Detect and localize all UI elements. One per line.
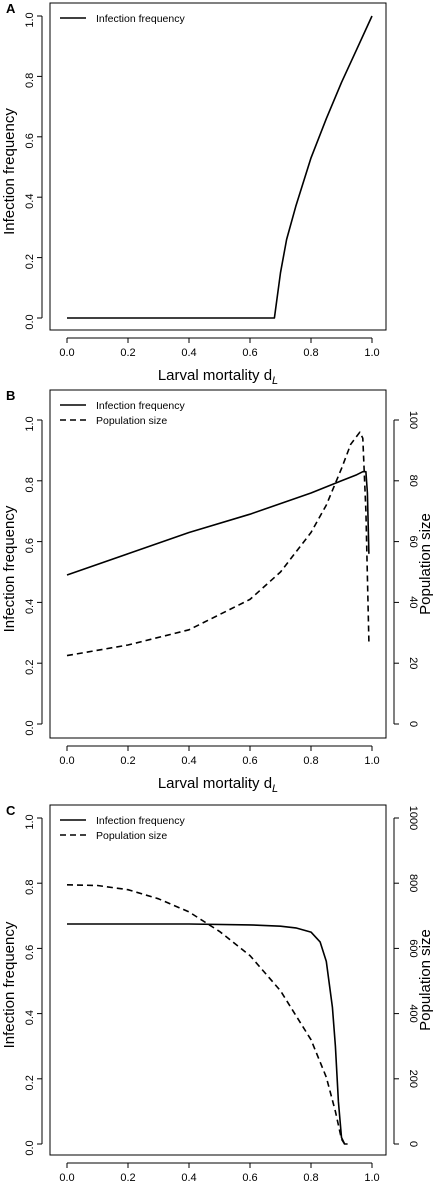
chart-panel-b: B 0.0 0.2 0.4 0.6 0.8 1.0 Larval mortality dL 0.… xyxy=(1,388,434,795)
y-axis-label: Infection frequency xyxy=(1,921,18,1048)
legend-label: Infection frequency xyxy=(96,13,185,25)
y2-tick-label: 20 xyxy=(407,657,419,669)
x-tick-label: 0.8 xyxy=(303,1172,318,1184)
y-axis-label: Infection frequency xyxy=(1,108,18,235)
legend: Infection frequency Population size xyxy=(60,400,185,427)
x-tick-label: 0.4 xyxy=(181,347,196,359)
legend-label: Infection frequency xyxy=(96,400,185,412)
y2-axis-label: Population size xyxy=(417,929,434,1031)
y-axis-left: 0.0 0.2 0.4 0.6 0.8 1.0 xyxy=(24,12,43,330)
x-tick-label: 0.2 xyxy=(120,755,135,767)
y-tick-label: 1.0 xyxy=(24,416,36,431)
panel-label: C xyxy=(6,803,16,818)
y2-tick-label: 600 xyxy=(407,939,419,957)
y2-tick-label: 400 xyxy=(407,1004,419,1022)
x-axis-label: Larval mortality dL xyxy=(158,775,278,795)
x-tick-label: 0.8 xyxy=(303,755,318,767)
x-tick-label: 0.4 xyxy=(181,755,196,767)
series-line-infection-frequency xyxy=(67,923,348,1145)
series-line-infection-frequency xyxy=(66,470,370,576)
x-axis: 0.0 0.2 0.4 0.6 0.8 1.0 xyxy=(59,337,380,359)
legend-label: Infection frequency xyxy=(96,815,185,827)
panel-label: B xyxy=(6,388,15,403)
x-axis: 0.0 0.2 0.4 0.6 0.8 1.0 xyxy=(59,745,380,767)
y-tick-label: 0.2 xyxy=(24,254,36,269)
x-tick-label: 1.0 xyxy=(364,755,379,767)
legend-label: Population size xyxy=(96,830,167,842)
x-tick-label: 0.0 xyxy=(59,1172,74,1184)
x-tick-label: 0.6 xyxy=(242,755,257,767)
y-axis-right: 0 20 40 60 80 100 xyxy=(393,411,419,727)
plot-frame xyxy=(49,389,387,739)
y2-tick-label: 40 xyxy=(407,596,419,608)
panel-label: A xyxy=(6,1,16,16)
y-tick-label: 0.6 xyxy=(24,945,36,960)
y-axis-left: 0.0 0.2 0.4 0.6 0.8 1.0 xyxy=(24,814,43,1156)
y-tick-label: 0.0 xyxy=(24,314,36,329)
x-tick-label: 0.6 xyxy=(242,347,257,359)
x-tick-label: 1.0 xyxy=(364,1172,379,1184)
legend: Infection frequency Population size xyxy=(60,815,185,842)
x-tick-label: 0.2 xyxy=(120,347,135,359)
x-axis-label: Larval mortality dL xyxy=(158,367,278,387)
y2-tick-label: 200 xyxy=(407,1070,419,1088)
x-tick-label: 0.6 xyxy=(242,1172,257,1184)
y-tick-label: 0.4 xyxy=(24,194,36,209)
y-tick-label: 0.2 xyxy=(24,660,36,675)
y2-tick-label: 0 xyxy=(407,1141,419,1147)
plot-frame xyxy=(49,2,387,331)
y-tick-label: 0.6 xyxy=(24,133,36,148)
x-axis-label-main: Larval mortality d xyxy=(158,367,272,384)
x-axis-label-subscript: L xyxy=(272,783,278,795)
legend-label: Population size xyxy=(96,415,167,427)
y-tick-label: 0.8 xyxy=(24,477,36,492)
plot-frame xyxy=(49,804,387,1156)
y-tick-label: 0.2 xyxy=(24,1075,36,1090)
x-tick-label: 1.0 xyxy=(364,347,379,359)
y2-tick-label: 100 xyxy=(407,411,419,429)
y-tick-label: 0.0 xyxy=(24,720,36,735)
y2-tick-label: 1000 xyxy=(407,806,419,830)
y-axis-right: 0 200 400 600 800 1000 xyxy=(393,806,419,1147)
x-tick-label: 0.2 xyxy=(120,1172,135,1184)
y-tick-label: 0.8 xyxy=(24,73,36,88)
x-axis-label-subscript: L xyxy=(272,375,278,387)
legend: Infection frequency xyxy=(60,13,185,25)
x-axis-label-main: Larval mortality d xyxy=(158,775,272,792)
y-tick-label: 1.0 xyxy=(24,814,36,829)
series-line-population-size xyxy=(66,431,370,657)
x-tick-label: 0.8 xyxy=(303,347,318,359)
y2-tick-label: 800 xyxy=(407,874,419,892)
y-tick-label: 0.8 xyxy=(24,880,36,895)
y-axis-left: 0.0 0.2 0.4 0.6 0.8 1.0 xyxy=(24,416,43,736)
y2-tick-label: 80 xyxy=(407,475,419,487)
x-axis: 0.0 0.2 0.4 0.6 0.8 1.0 xyxy=(59,1162,380,1184)
y-tick-label: 0.4 xyxy=(24,1010,36,1025)
y2-tick-label: 0 xyxy=(407,721,419,727)
x-tick-label: 0.4 xyxy=(181,1172,196,1184)
x-tick-label: 0.0 xyxy=(59,755,74,767)
y-tick-label: 0.0 xyxy=(24,1140,36,1155)
y-tick-label: 1.0 xyxy=(24,12,36,27)
y2-tick-label: 60 xyxy=(407,535,419,547)
series-line-infection-frequency xyxy=(67,15,373,319)
series-line-population-size xyxy=(66,884,346,1145)
chart-panel-a: A 0.0 0.2 0.4 0.6 0.8 1.0 Larval mortality dL 0.… xyxy=(1,1,387,387)
y-tick-label: 0.4 xyxy=(24,599,36,614)
y-tick-label: 0.6 xyxy=(24,538,36,553)
y-axis-label: Infection frequency xyxy=(1,505,18,632)
y2-axis-label: Population size xyxy=(417,513,434,615)
x-tick-label: 0.0 xyxy=(59,347,74,359)
